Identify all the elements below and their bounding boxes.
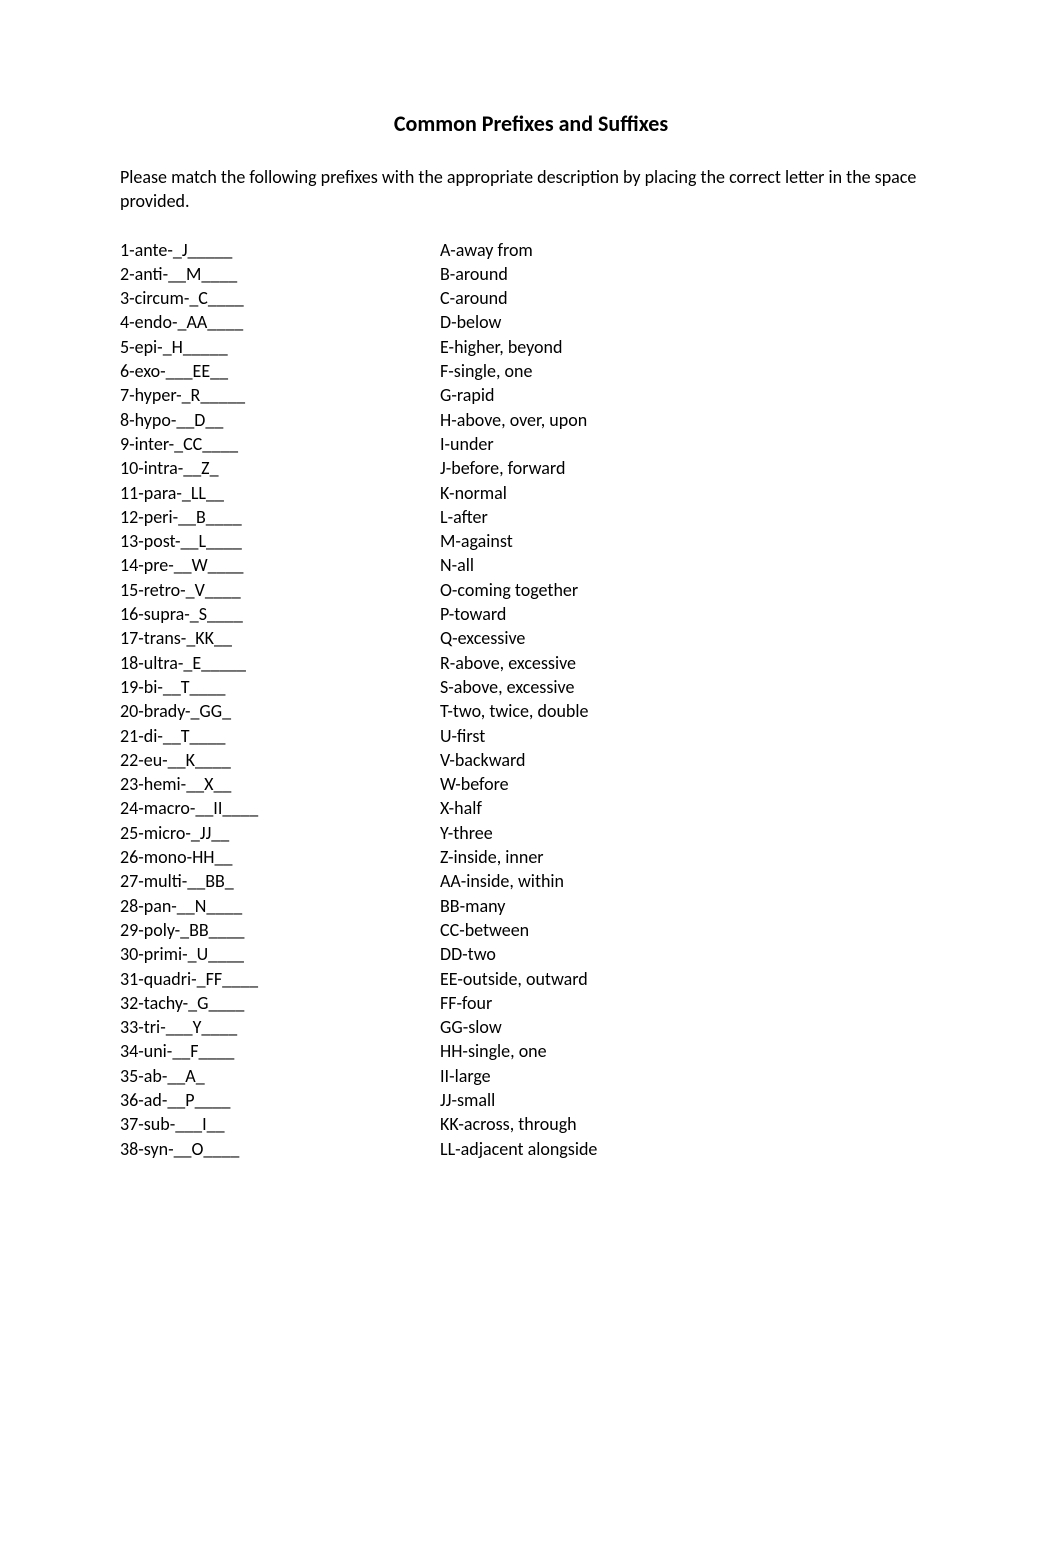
prefix-row: 20-brady-_GG_ — [120, 699, 440, 723]
prefix-row: 19-bi-__T____ — [120, 675, 440, 699]
definition-row: HH-single, one — [440, 1039, 942, 1063]
title-text-2: xes and Su — [524, 110, 620, 137]
definition-row: T-two, twice, double — [440, 699, 942, 723]
definitions-column: A-away fromB-aroundC-aroundD-belowE-high… — [440, 238, 942, 1161]
definition-row: G-rapid — [440, 383, 942, 407]
prefix-row: 14-pre-__W____ — [120, 553, 440, 577]
prefix-row: 16-supra-_S____ — [120, 602, 440, 626]
prefix-row: 4-endo-_AA____ — [120, 310, 440, 334]
prefix-row: 31-quadri-_FF____ — [120, 967, 440, 991]
definition-row: JJ-small — [440, 1088, 942, 1112]
definition-row: K-normal — [440, 481, 942, 505]
definition-row: DD-two — [440, 942, 942, 966]
definition-row: AA-inside, within — [440, 869, 942, 893]
prefix-row: 13-post-__L____ — [120, 529, 440, 553]
definition-row: A-away from — [440, 238, 942, 262]
prefix-row: 36-ad-__P____ — [120, 1088, 440, 1112]
prefix-row: 28-pan-__N____ — [120, 894, 440, 918]
definition-row: W-before — [440, 772, 942, 796]
prefix-row: 3-circum-_C____ — [120, 286, 440, 310]
prefix-row: 6-exo-___EE__ — [120, 359, 440, 383]
definition-row: GG-slow — [440, 1015, 942, 1039]
definition-row: B-around — [440, 262, 942, 286]
prefix-row: 12-peri-__B____ — [120, 505, 440, 529]
definition-row: BB-many — [440, 894, 942, 918]
prefix-row: 21-di-__T____ — [120, 724, 440, 748]
prefix-row: 15-retro-_V____ — [120, 578, 440, 602]
prefix-row: 11-para-_LL__ — [120, 481, 440, 505]
definition-row: F-single, one — [440, 359, 942, 383]
prefix-row: 33-tri-___Y____ — [120, 1015, 440, 1039]
title-text-3: xes — [639, 110, 668, 137]
prefix-row: 9-inter-_CC____ — [120, 432, 440, 456]
definition-row: H-above, over, upon — [440, 408, 942, 432]
definition-row: II-large — [440, 1064, 942, 1088]
definition-row: C-around — [440, 286, 942, 310]
title-fi-1: fi — [512, 110, 524, 137]
definition-row: J-before, forward — [440, 456, 942, 480]
prefix-row: 25-micro-_JJ__ — [120, 821, 440, 845]
definition-row: M-against — [440, 529, 942, 553]
instructions-text: Please match the following prefixes with… — [120, 165, 942, 214]
prefix-row: 1-ante-_J_____ — [120, 238, 440, 262]
prefix-row: 37-sub-___I__ — [120, 1112, 440, 1136]
definition-row: E-higher, beyond — [440, 335, 942, 359]
definition-row: Q-excessive — [440, 626, 942, 650]
prefix-row: 30-primi-_U____ — [120, 942, 440, 966]
page-title: Common Prefixes and Suffixes — [120, 110, 942, 137]
title-fi-2: ffi — [620, 110, 638, 137]
definition-row: CC-between — [440, 918, 942, 942]
definition-row: L-after — [440, 505, 942, 529]
definition-row: R-above, excessive — [440, 651, 942, 675]
prefix-row: 18-ultra-_E_____ — [120, 651, 440, 675]
definition-row: O-coming together — [440, 578, 942, 602]
definition-row: V-backward — [440, 748, 942, 772]
definition-row: I-under — [440, 432, 942, 456]
prefix-row: 34-uni-__F____ — [120, 1039, 440, 1063]
definition-row: Y-three — [440, 821, 942, 845]
prefix-row: 35-ab-__A_ — [120, 1064, 440, 1088]
prefix-row: 8-hypo-__D__ — [120, 408, 440, 432]
prefixes-column: 1-ante-_J_____2-anti-__M____3-circum-_C_… — [120, 238, 440, 1161]
definition-row: N-all — [440, 553, 942, 577]
definition-row: FF-four — [440, 991, 942, 1015]
definition-row: X-half — [440, 796, 942, 820]
definition-row: LL-adjacent alongside — [440, 1137, 942, 1161]
title-text-1: Common Pre — [394, 110, 512, 137]
prefix-row: 22-eu-__K____ — [120, 748, 440, 772]
definition-row: S-above, excessive — [440, 675, 942, 699]
definition-row: U-first — [440, 724, 942, 748]
prefix-row: 27-multi-__BB_ — [120, 869, 440, 893]
prefix-row: 26-mono-HH__ — [120, 845, 440, 869]
definition-row: P-toward — [440, 602, 942, 626]
prefix-row: 29-poly-_BB____ — [120, 918, 440, 942]
prefix-row: 10-intra-__Z_ — [120, 456, 440, 480]
content-columns: 1-ante-_J_____2-anti-__M____3-circum-_C_… — [120, 238, 942, 1161]
definition-row: EE-outside, outward — [440, 967, 942, 991]
prefix-row: 23-hemi-__X__ — [120, 772, 440, 796]
prefix-row: 7-hyper-_R_____ — [120, 383, 440, 407]
definition-row: D-below — [440, 310, 942, 334]
prefix-row: 17-trans-_KK__ — [120, 626, 440, 650]
prefix-row: 5-epi-_H_____ — [120, 335, 440, 359]
prefix-row: 38-syn-__O____ — [120, 1137, 440, 1161]
prefix-row: 24-macro-__II____ — [120, 796, 440, 820]
definition-row: KK-across, through — [440, 1112, 942, 1136]
definition-row: Z-inside, inner — [440, 845, 942, 869]
prefix-row: 2-anti-__M____ — [120, 262, 440, 286]
prefix-row: 32-tachy-_G____ — [120, 991, 440, 1015]
